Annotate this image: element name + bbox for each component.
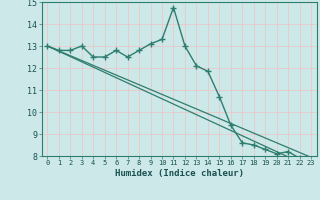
X-axis label: Humidex (Indice chaleur): Humidex (Indice chaleur) [115, 169, 244, 178]
